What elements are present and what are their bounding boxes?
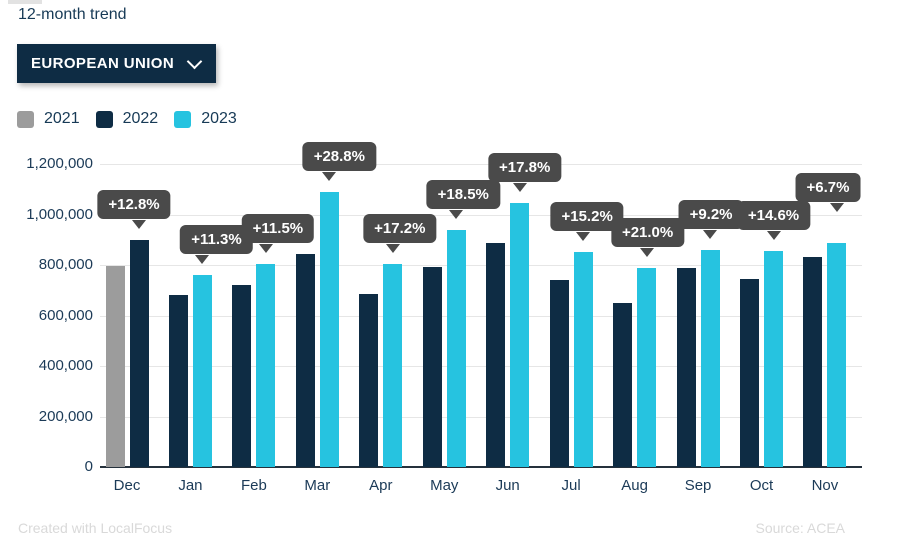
y-axis-tick-label: 200,000	[38, 407, 93, 425]
tooltip-pointer-oct	[766, 231, 781, 241]
tooltip-pointer-apr	[385, 244, 400, 254]
bar-2023-jan[interactable]	[192, 275, 212, 467]
x-axis-label-nov: Nov	[811, 477, 839, 494]
legend-label-2021: 2021	[44, 110, 80, 127]
y-axis-tick-label: 600,000	[38, 306, 93, 324]
gridline	[100, 164, 862, 165]
x-axis-label-jan: Jan	[178, 477, 203, 494]
legend-swatch-2023	[174, 110, 192, 128]
gridline	[100, 265, 862, 266]
change-tooltip-nov: +6.7%	[795, 173, 861, 203]
gridline	[100, 214, 862, 216]
tooltip-pointer-feb	[258, 244, 273, 254]
legend-swatch-2022	[95, 110, 113, 128]
region-dropdown[interactable]: EUROPEAN UNION	[17, 44, 217, 83]
bar-2022-may[interactable]	[422, 267, 442, 467]
change-tooltip-apr: +17.2%	[363, 214, 437, 244]
tooltip-pointer-mar	[322, 172, 337, 182]
y-axis-tick-label: 400,000	[38, 357, 93, 374]
bar-2023-feb[interactable]	[256, 264, 276, 467]
change-tooltip-sep: +9.2%	[678, 199, 744, 229]
bar-2021-dec[interactable]	[105, 265, 125, 467]
x-axis-label-dec: Dec	[113, 477, 141, 494]
bar-2023-jul[interactable]	[573, 252, 593, 467]
bar-2022-apr[interactable]	[359, 294, 379, 467]
legend-item-2021: 2021	[17, 110, 80, 128]
legend-label-2023: 2023	[201, 110, 237, 127]
region-dropdown-label: EUROPEAN UNION	[31, 55, 175, 72]
bar-2022-mar[interactable]	[295, 253, 315, 467]
tooltip-pointer-dec	[132, 219, 146, 229]
chart-title: 12-month trend	[18, 6, 127, 23]
bar-chart: Dec +12.8% Jan +11.3% Feb +11.5% Mar +28.8% Apr +…	[0, 142, 900, 524]
x-axis-label-mar: Mar	[304, 477, 331, 494]
x-axis-baseline	[100, 466, 862, 468]
plot-area: Dec +12.8% Jan +11.3% Feb +11.5% Mar +28.8% Apr +…	[97, 142, 862, 494]
y-axis-tick-label: 1,200,000	[26, 155, 93, 172]
tooltip-pointer-may	[449, 209, 464, 219]
chevron-down-icon	[186, 53, 203, 70]
x-axis-label-apr: Apr	[369, 477, 393, 494]
bar-2022-nov[interactable]	[803, 257, 823, 467]
bar-2022-oct[interactable]	[740, 278, 759, 467]
y-axis-tick-label: 0	[84, 458, 93, 475]
change-tooltip-aug: +21.0%	[610, 218, 685, 248]
cropped-ui-artifact	[8, 0, 42, 4]
gridline	[100, 416, 862, 418]
tooltip-pointer-jul	[576, 232, 591, 242]
x-axis-label-jul: Jul	[561, 477, 581, 494]
tooltip-pointer-sep	[703, 229, 718, 239]
legend-swatch-2021	[17, 110, 34, 128]
bar-2022-jan[interactable]	[168, 294, 188, 467]
change-tooltip-dec: +12.8%	[97, 189, 171, 219]
bar-2022-aug[interactable]	[613, 302, 633, 467]
legend-label-2022: 2022	[122, 110, 159, 127]
tooltip-pointer-aug	[639, 248, 654, 258]
x-axis-label-may: May	[430, 477, 459, 494]
bar-2023-oct[interactable]	[764, 251, 783, 467]
change-tooltip-oct: +14.6%	[736, 201, 811, 231]
bar-2023-aug[interactable]	[637, 268, 657, 467]
change-tooltip-may: +18.5%	[426, 179, 500, 209]
bar-2022-jul[interactable]	[549, 280, 569, 467]
tooltip-pointer-jun	[512, 183, 527, 193]
bar-2022-sep[interactable]	[676, 268, 696, 467]
bar-2023-may[interactable]	[446, 229, 466, 467]
tooltip-pointer-nov	[829, 203, 844, 213]
bar-2022-feb[interactable]	[232, 285, 252, 467]
bar-2022-dec[interactable]	[129, 239, 149, 467]
legend-item-2023: 2023	[174, 110, 237, 128]
localfocus-credit-link[interactable]: Created with LocalFocus	[18, 520, 173, 536]
y-axis-tick-label: 1,000,000	[26, 205, 93, 223]
change-tooltip-jun: +17.8%	[488, 153, 562, 183]
x-axis-label-aug: Aug	[621, 477, 648, 494]
change-tooltip-jan: +11.3%	[180, 225, 253, 255]
tooltip-pointer-jan	[195, 255, 210, 265]
y-axis-tick-label: 800,000	[38, 256, 93, 273]
change-tooltip-feb: +11.5%	[241, 214, 315, 244]
legend-item-2022: 2022	[95, 110, 159, 128]
x-axis-label-sep: Sep	[684, 477, 712, 494]
gridline	[100, 315, 862, 317]
bar-2023-nov[interactable]	[827, 243, 847, 467]
bar-2023-jun[interactable]	[510, 203, 530, 467]
change-tooltip-mar: +28.8%	[302, 142, 376, 172]
legend: 2021 2022 2023	[17, 110, 253, 128]
bar-2022-jun[interactable]	[486, 243, 506, 467]
gridline	[100, 366, 862, 367]
bar-2023-sep[interactable]	[700, 249, 720, 467]
bar-2023-apr[interactable]	[383, 264, 403, 467]
source-label: Source: ACEA	[755, 520, 846, 536]
bar-2023-mar[interactable]	[319, 192, 339, 467]
x-axis-label-feb: Feb	[240, 477, 267, 494]
x-axis-label-jun: Jun	[495, 477, 520, 494]
x-axis-label-oct: Oct	[749, 477, 774, 494]
